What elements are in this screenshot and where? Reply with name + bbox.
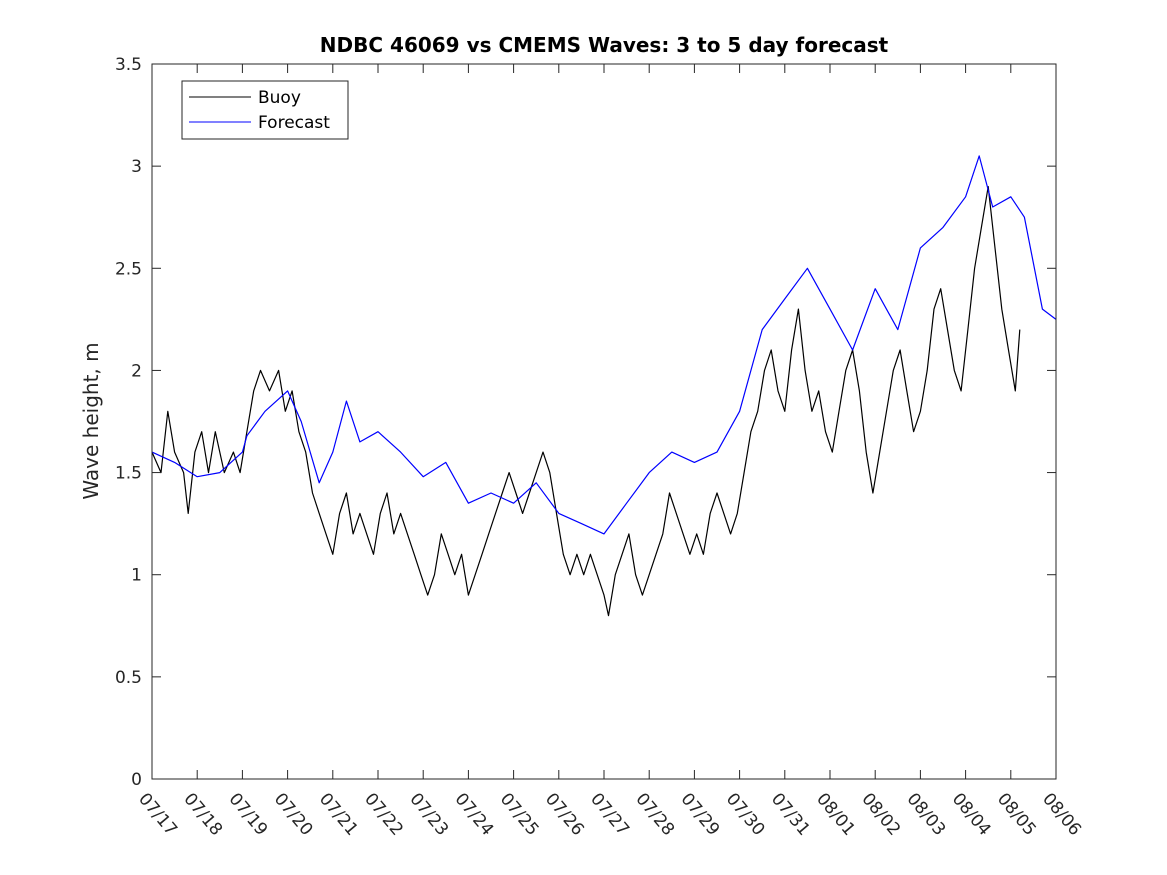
chart-title: NDBC 46069 vs CMEMS Waves: 3 to 5 day fo… — [320, 33, 889, 57]
y-tick-label: 2 — [131, 361, 142, 381]
y-tick-label: 1.5 — [115, 464, 142, 484]
legend-label-forecast: Forecast — [258, 113, 330, 133]
plot-area — [152, 64, 1056, 779]
axes-box — [151, 63, 1057, 780]
legend: Buoy Forecast — [181, 80, 349, 140]
series-line-buoy — [151, 186, 1021, 617]
y-axis-label: Wave height, m — [79, 342, 103, 499]
y-tick-label: 0.5 — [115, 668, 142, 688]
series-line-forecast — [151, 155, 1057, 535]
y-tick-label: 2.5 — [115, 259, 142, 279]
legend-label-buoy: Buoy — [258, 88, 301, 108]
series-layer — [151, 155, 1057, 617]
y-axis-ticks: 0 0.5 1 1.5 2 2.5 3 3.5 — [115, 55, 1056, 790]
legend-box — [181, 80, 349, 140]
y-tick-label: 0 — [131, 770, 142, 790]
y-tick-label: 3 — [131, 157, 142, 177]
y-tick-label: 3.5 — [115, 55, 142, 75]
y-tick-label: 1 — [131, 566, 142, 586]
